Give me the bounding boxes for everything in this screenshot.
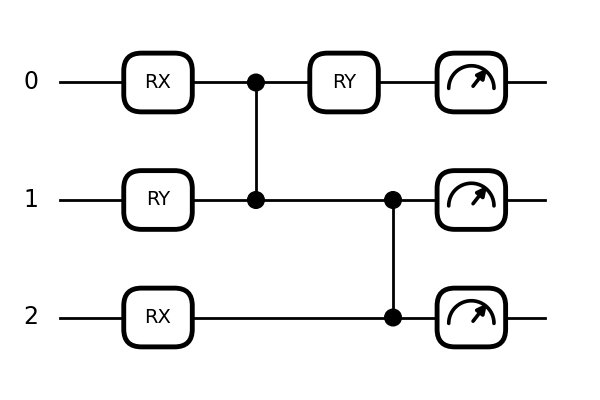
FancyBboxPatch shape	[124, 53, 192, 112]
FancyBboxPatch shape	[437, 171, 506, 229]
Text: RX: RX	[145, 73, 172, 92]
Circle shape	[248, 192, 264, 208]
FancyBboxPatch shape	[310, 53, 379, 112]
FancyBboxPatch shape	[437, 288, 506, 347]
Text: RY: RY	[146, 190, 170, 210]
Circle shape	[385, 192, 401, 208]
FancyBboxPatch shape	[124, 288, 192, 347]
FancyBboxPatch shape	[124, 171, 192, 229]
Text: 0: 0	[23, 70, 38, 94]
Text: RY: RY	[332, 73, 356, 92]
Text: RX: RX	[145, 308, 172, 327]
FancyBboxPatch shape	[437, 53, 506, 112]
Text: 2: 2	[23, 306, 38, 330]
Circle shape	[385, 309, 401, 326]
Text: 1: 1	[23, 188, 38, 212]
Circle shape	[248, 74, 264, 91]
